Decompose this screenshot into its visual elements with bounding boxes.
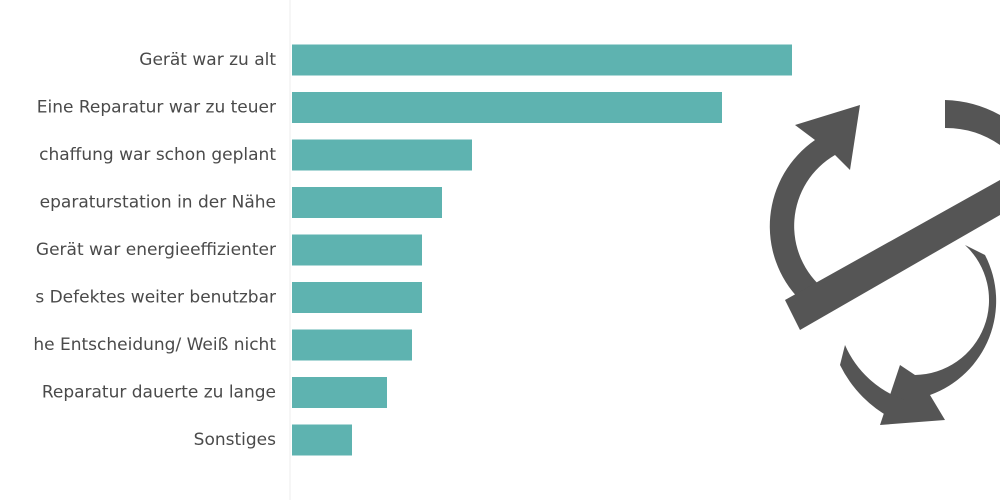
category-label: Gerät war zu alt	[139, 50, 276, 70]
bar	[292, 44, 792, 76]
bar	[292, 139, 472, 171]
arrow-arc	[840, 345, 905, 420]
category-label: Sonstiges	[194, 430, 276, 450]
bar	[292, 92, 722, 123]
category-label: s Defektes weiter benutzbar	[35, 288, 276, 308]
slash	[785, 180, 1000, 330]
arrow-arc	[945, 100, 1000, 145]
category-label: Eine Reparatur war zu teuer	[37, 98, 276, 118]
category-label: chaffung war schon geplant	[39, 145, 276, 165]
repair-icon	[769, 100, 1000, 425]
bar	[292, 377, 387, 408]
bar	[292, 424, 352, 456]
category-label: Gerät war energieeffizienter	[36, 240, 276, 260]
bar	[292, 187, 442, 218]
category-label: eparaturstation in der Nähe	[40, 193, 276, 213]
category-label: Reparatur dauerte zu lange	[42, 383, 276, 403]
bar	[292, 234, 422, 266]
category-label: he Entscheidung/ Weiß nicht	[33, 335, 276, 355]
arrow-arc	[880, 245, 997, 425]
bar	[292, 329, 412, 361]
bar	[292, 282, 422, 313]
arrow-arc	[769, 105, 860, 300]
